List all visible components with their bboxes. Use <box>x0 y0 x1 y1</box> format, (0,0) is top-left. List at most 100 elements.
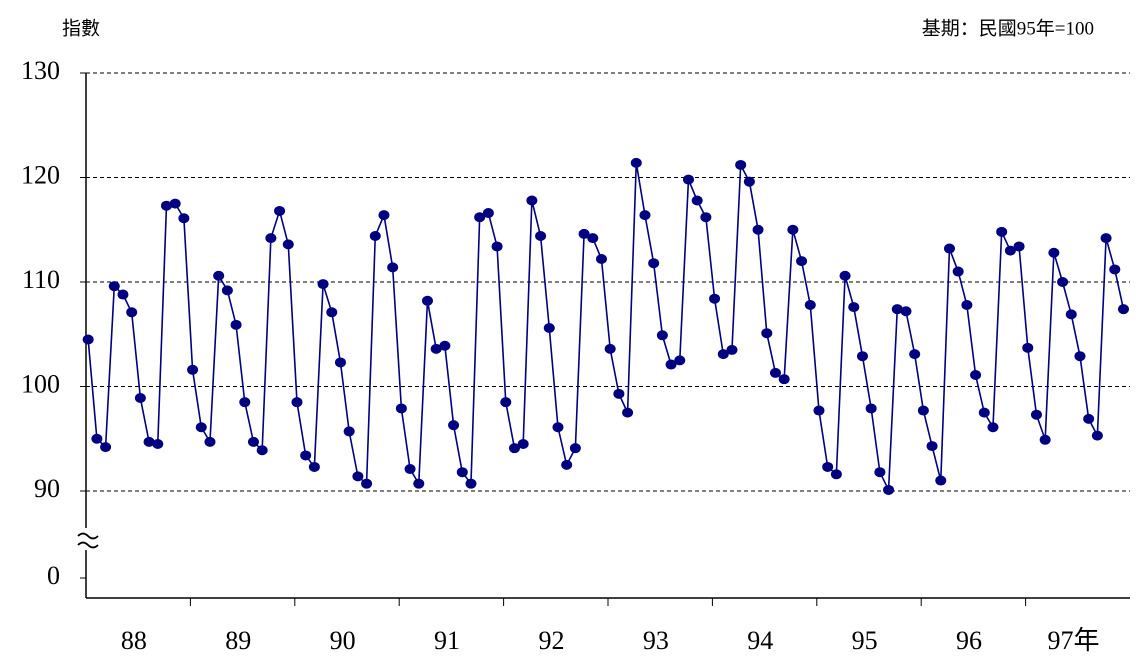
point <box>404 464 416 475</box>
point <box>1057 277 1069 287</box>
point <box>787 224 799 235</box>
axis-break <box>76 528 99 550</box>
x-tick-label: 88 <box>121 626 147 655</box>
point <box>369 231 381 242</box>
point <box>439 340 451 351</box>
point <box>839 270 851 281</box>
point <box>221 285 233 296</box>
point <box>143 436 155 447</box>
x-tick-label: 92 <box>538 626 564 655</box>
point <box>508 443 520 454</box>
point <box>152 438 164 449</box>
point <box>343 426 355 437</box>
point <box>709 293 721 304</box>
point <box>1083 413 1095 424</box>
point <box>126 307 138 318</box>
point <box>230 319 242 330</box>
y-tick-label: 0 <box>47 561 60 590</box>
point <box>604 343 616 354</box>
x-tick-label: 89 <box>225 626 251 655</box>
point <box>909 349 921 360</box>
point <box>195 422 207 433</box>
point <box>595 254 607 265</box>
point <box>500 397 512 408</box>
point <box>421 295 433 306</box>
point <box>361 478 373 489</box>
point <box>656 330 668 341</box>
point <box>517 438 529 449</box>
point <box>100 442 112 453</box>
point <box>491 241 503 252</box>
point <box>622 407 634 418</box>
point <box>630 157 642 168</box>
point <box>978 407 990 418</box>
point <box>91 433 103 444</box>
point <box>735 159 747 170</box>
point <box>569 443 581 454</box>
point <box>465 478 477 489</box>
point <box>134 392 146 403</box>
point <box>1117 304 1129 315</box>
point <box>830 469 842 480</box>
point <box>326 307 338 318</box>
point <box>387 262 399 273</box>
point <box>474 212 486 223</box>
point <box>996 226 1008 237</box>
x-tick-label: 96 <box>956 626 982 655</box>
point <box>1065 309 1077 320</box>
point <box>883 484 895 495</box>
point <box>265 233 277 244</box>
point <box>378 210 390 221</box>
point <box>848 302 860 313</box>
point <box>274 205 286 216</box>
point <box>291 397 303 408</box>
point <box>543 322 555 333</box>
point <box>169 198 181 209</box>
x-tick-label: 90 <box>330 626 356 655</box>
y-tick-label: 130 <box>21 56 60 85</box>
point <box>865 403 877 414</box>
point <box>1022 342 1034 353</box>
point <box>822 461 834 472</box>
point <box>1100 233 1112 244</box>
point <box>587 233 599 244</box>
x-tick-label: 95 <box>852 626 878 655</box>
point <box>526 195 538 206</box>
point <box>717 349 729 360</box>
y-tick-label: 90 <box>34 474 60 503</box>
point <box>117 289 129 300</box>
x-tick-label: 93 <box>643 626 669 655</box>
point <box>726 344 738 355</box>
point <box>639 210 651 221</box>
point <box>778 374 790 385</box>
x-tick-label: 97年 <box>1047 626 1099 655</box>
point <box>917 405 929 416</box>
point <box>856 351 868 362</box>
point <box>674 355 686 366</box>
point <box>648 258 660 269</box>
point <box>1074 351 1086 362</box>
point <box>317 279 329 290</box>
y-tick-label: 110 <box>22 265 60 294</box>
point <box>761 328 773 339</box>
subtitle: 基期：民國95年=100 <box>922 17 1094 39</box>
point <box>813 405 825 416</box>
point <box>300 450 312 461</box>
point <box>743 176 755 187</box>
point <box>769 367 781 378</box>
point <box>187 364 199 375</box>
point <box>935 475 947 486</box>
point <box>448 420 460 431</box>
point <box>456 467 468 478</box>
point <box>682 174 694 185</box>
point <box>308 461 320 472</box>
point <box>804 299 816 310</box>
point <box>1048 247 1060 258</box>
x-tick-label: 91 <box>434 626 460 655</box>
point <box>178 213 190 224</box>
point <box>987 422 999 433</box>
point <box>256 445 268 456</box>
series-line <box>87 161 1125 491</box>
point <box>213 270 225 281</box>
